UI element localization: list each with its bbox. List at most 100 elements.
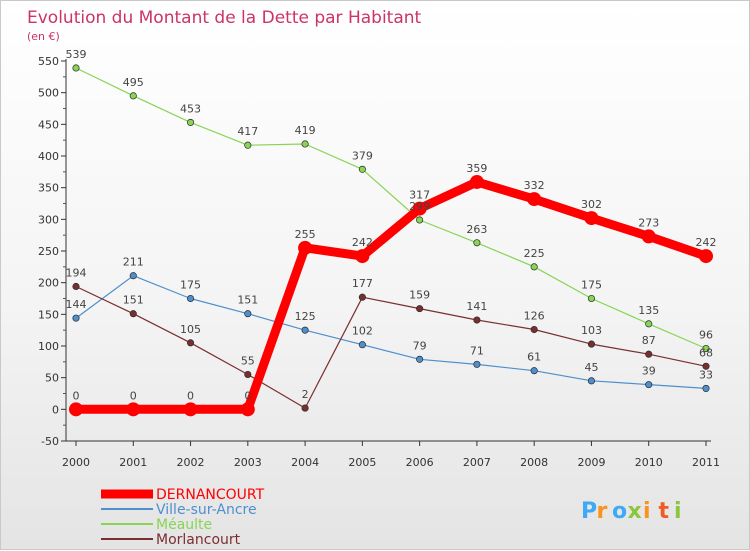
legend-label: Morlancourt (156, 532, 241, 548)
data-label: 0 (187, 389, 194, 402)
data-point (301, 326, 309, 334)
brand-letter: P (581, 499, 597, 524)
x-tick-label: 2008 (520, 456, 548, 469)
legend: DERNANCOURTVille-sur-AncreMéaulteMorlanc… (101, 487, 265, 548)
data-point (530, 263, 538, 271)
data-label: 102 (352, 325, 373, 338)
data-point (416, 305, 424, 313)
y-tick-label: 500 (38, 87, 59, 100)
data-point (530, 325, 538, 334)
data-point (587, 294, 596, 303)
data-label: 141 (466, 300, 487, 313)
data-label: 125 (295, 310, 316, 323)
y-tick-label: 200 (38, 277, 59, 290)
legend-label: DERNANCOURT (156, 487, 265, 503)
data-point (587, 340, 596, 348)
data-label: 255 (295, 228, 316, 241)
data-label: 61 (527, 351, 541, 364)
data-point (301, 140, 309, 148)
data-point (244, 370, 252, 379)
y-tick-label: 400 (38, 150, 59, 163)
y-tick-label: 450 (38, 118, 59, 131)
data-point (129, 92, 137, 100)
data-point (358, 165, 366, 173)
data-label: 302 (581, 198, 602, 211)
x-tick-label: 2005 (348, 456, 376, 469)
data-point (244, 310, 252, 318)
data-point (641, 229, 656, 244)
data-label: 417 (237, 125, 258, 138)
data-point (244, 141, 252, 149)
data-point (530, 367, 538, 375)
data-label: 332 (524, 179, 545, 192)
x-tick-label: 2003 (234, 456, 262, 469)
data-point (69, 402, 83, 417)
data-point (702, 384, 710, 392)
data-label: 0 (73, 389, 80, 402)
data-point (473, 239, 481, 247)
data-label: 175 (581, 279, 602, 292)
data-point (587, 377, 596, 385)
data-label: 79 (413, 339, 427, 352)
data-point (645, 320, 653, 328)
chart-subtitle: (en €) (27, 30, 60, 43)
data-label: 126 (524, 310, 545, 323)
data-label: 539 (66, 48, 87, 61)
data-label: 39 (642, 365, 656, 378)
data-point (645, 381, 653, 389)
y-tick-label: 100 (38, 340, 59, 353)
data-label: 71 (470, 344, 484, 357)
data-label: 105 (180, 323, 201, 336)
data-point (72, 64, 80, 72)
data-point (702, 344, 710, 353)
data-label: 175 (180, 279, 201, 292)
data-point (186, 294, 195, 303)
data-label: 45 (584, 361, 598, 374)
y-tick-label: 150 (38, 308, 59, 321)
data-point (240, 402, 255, 417)
data-label: 68 (699, 346, 713, 359)
data-point (129, 272, 137, 280)
y-tick-label: -50 (41, 435, 59, 448)
x-tick-label: 2004 (291, 456, 319, 469)
data-label: 87 (642, 334, 656, 347)
data-point (473, 360, 481, 368)
data-point (584, 211, 599, 226)
data-point (645, 350, 653, 358)
data-point (186, 339, 195, 347)
data-label: 96 (699, 329, 713, 342)
chart-title: Evolution du Montant de la Dette par Hab… (27, 8, 422, 28)
x-tick-label: 2000 (62, 456, 90, 469)
data-label: 2 (302, 388, 309, 401)
data-label: 0 (244, 389, 251, 402)
data-label: 379 (352, 149, 373, 162)
x-tick-label: 2001 (119, 456, 147, 469)
legend-label: Ville-sur-Ancre (156, 502, 257, 518)
y-tick-label: 350 (38, 182, 59, 195)
data-label: 317 (409, 189, 430, 202)
y-tick-label: 550 (38, 55, 59, 68)
data-label: 225 (524, 247, 545, 260)
data-label: 263 (466, 223, 487, 236)
series-layer (69, 64, 713, 417)
y-tick-label: 300 (38, 213, 59, 226)
data-point (416, 355, 424, 363)
brand-letter: t (659, 499, 670, 524)
axes: -500501001502002503003504004505005502000… (38, 55, 720, 469)
data-label: 151 (237, 294, 258, 307)
series-line (75, 285, 707, 409)
x-tick-label: 2011 (692, 456, 720, 469)
y-tick-label: 250 (38, 245, 59, 258)
data-point (298, 240, 313, 255)
data-label: 103 (581, 324, 602, 337)
data-point (358, 341, 366, 349)
data-point (129, 310, 137, 318)
data-point (702, 362, 710, 370)
data-label: 151 (123, 294, 144, 307)
data-point (301, 404, 309, 412)
data-label: 159 (409, 289, 430, 302)
